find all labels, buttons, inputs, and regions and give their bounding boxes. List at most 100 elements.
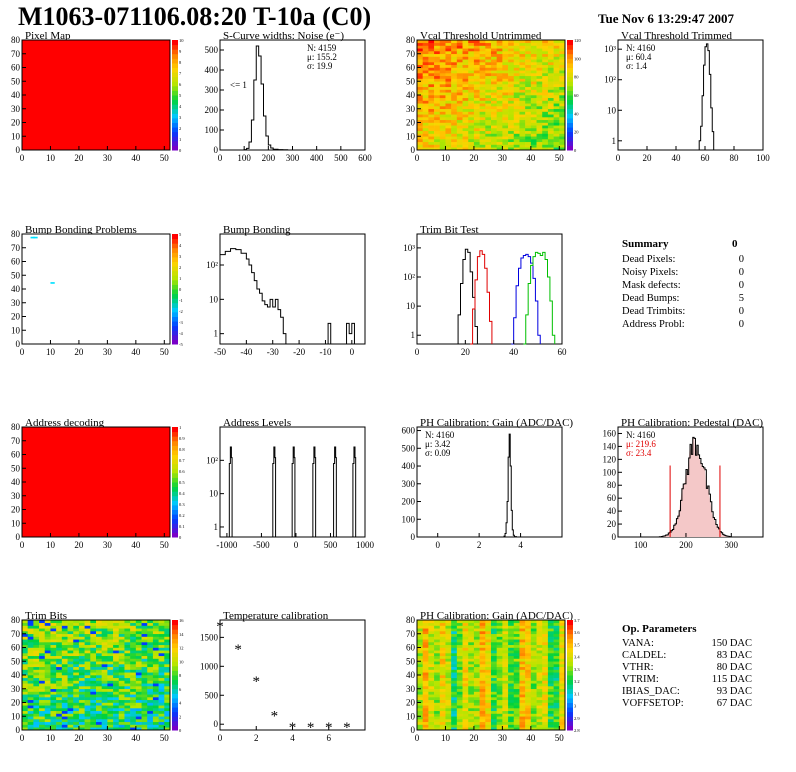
y-tick-label: 50 (11, 656, 21, 666)
heatmap-cell (428, 147, 435, 151)
heatmap-cell (525, 51, 532, 55)
heatmap-cell (553, 128, 560, 132)
heatmap-cell (536, 705, 543, 709)
heatmap-cell (101, 691, 108, 695)
x-tick-label: -30 (267, 347, 279, 357)
heatmap-cell (67, 650, 74, 654)
palette-segment (172, 482, 178, 488)
heatmap-cell (491, 114, 497, 118)
heatmap-cell (536, 620, 543, 624)
heatmap-cell (542, 45, 549, 49)
heatmap-cell (485, 642, 492, 646)
heatmap-cell (90, 639, 97, 643)
heatmap-cell (502, 89, 509, 93)
heatmap-cell (547, 89, 554, 93)
palette-segment (172, 85, 178, 91)
palette-bar (567, 40, 573, 151)
heatmap-cell (434, 75, 441, 79)
heatmap-cell (428, 716, 435, 720)
heatmap-cell (417, 713, 423, 717)
heatmap-cell (96, 727, 102, 731)
heatmap-cell (90, 694, 97, 698)
heatmap-cell (536, 97, 543, 101)
heatmap-cell (559, 677, 566, 681)
heatmap-cell (462, 622, 469, 626)
heatmap-cell (456, 691, 463, 695)
heatmap-cell (22, 669, 28, 673)
heatmap-cell (84, 631, 91, 635)
heatmap-cell (456, 133, 463, 137)
heatmap-cell (130, 664, 137, 668)
heatmap-cell (428, 644, 435, 648)
heatmap-cell (491, 642, 497, 646)
heatmap-cell (152, 675, 159, 679)
op-parameter-value: 150 DAC (711, 638, 752, 649)
heatmap-cell (445, 103, 452, 107)
heatmap-cell (124, 705, 131, 709)
heatmap-cell (118, 631, 125, 635)
heatmap-cell (101, 669, 108, 673)
heatmap-cell (101, 680, 108, 684)
heatmap-cell (513, 81, 520, 85)
heatmap-cell (542, 117, 549, 121)
heatmap-cell (456, 103, 463, 107)
y-tick-label: 30 (406, 104, 416, 114)
heatmap-cell (519, 59, 526, 63)
heatmap-cell (491, 697, 497, 701)
heatmap-cell (417, 661, 423, 665)
palette-segment (172, 684, 178, 690)
heatmap-cell (542, 702, 549, 706)
heatmap-cell (84, 691, 91, 695)
heatmap-cell (434, 89, 441, 93)
heatmap-cell (491, 51, 497, 55)
heatmap-cell (158, 724, 165, 728)
heatmap-cell (519, 628, 526, 632)
heatmap-cell (559, 625, 566, 629)
heatmap-cell (473, 661, 480, 665)
heatmap-cell (456, 708, 463, 712)
heatmap-cell (67, 628, 74, 632)
heatmap-cell (468, 642, 475, 646)
heatmap-cell (553, 40, 560, 44)
heatmap-cell (50, 622, 57, 626)
y-tick-label: 10³ (403, 243, 415, 253)
x-tick-label: 100 (756, 153, 770, 163)
heatmap-cell (445, 713, 452, 717)
heatmap-cell (536, 100, 543, 104)
y-tick-label: 500 (205, 690, 219, 700)
heatmap-cell (417, 655, 423, 659)
heatmap-cell (124, 710, 131, 714)
heatmap-cell (456, 45, 463, 49)
heatmap-cell (96, 633, 102, 637)
heatmap-cell (33, 688, 40, 692)
heatmap-cell (445, 139, 452, 143)
heatmap-cell (479, 672, 486, 676)
heatmap-cell (508, 136, 515, 140)
palette-label: 0 (179, 535, 182, 540)
heatmap-cell (428, 683, 435, 687)
heatmap-cell (508, 51, 515, 55)
heatmap-cell (462, 647, 469, 651)
heatmap-cell (90, 680, 97, 684)
heatmap-cell (27, 661, 34, 665)
heatmap-cell (73, 636, 80, 640)
heatmap-cell (78, 688, 85, 692)
heatmap-cell (536, 680, 543, 684)
heatmap-cell (147, 721, 154, 725)
heatmap-cell (422, 81, 429, 85)
heatmap-cell (542, 62, 549, 66)
y-tick-label: 10³ (604, 44, 616, 54)
x-tick-label: 200 (262, 153, 276, 163)
heatmap-cell (445, 53, 452, 57)
heatmap-cell (485, 708, 492, 712)
heatmap-cell (530, 625, 537, 629)
heatmap-cell (434, 42, 441, 46)
heatmap-cell (445, 97, 452, 101)
heatmap-cell (164, 647, 171, 651)
heatmap-cell (547, 713, 554, 717)
heatmap-cell (445, 84, 452, 88)
heatmap-cell (96, 683, 102, 687)
heatmap-cell (553, 78, 560, 82)
heatmap-cell (547, 119, 554, 123)
palette-bar (172, 234, 178, 345)
